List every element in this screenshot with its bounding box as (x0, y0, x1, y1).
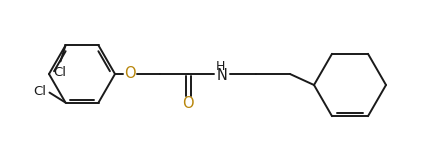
Text: O: O (182, 95, 194, 111)
Text: Cl: Cl (53, 66, 66, 79)
Text: H: H (215, 60, 225, 74)
Text: Cl: Cl (33, 85, 46, 98)
Text: O: O (124, 67, 136, 81)
Text: N: N (216, 67, 227, 83)
